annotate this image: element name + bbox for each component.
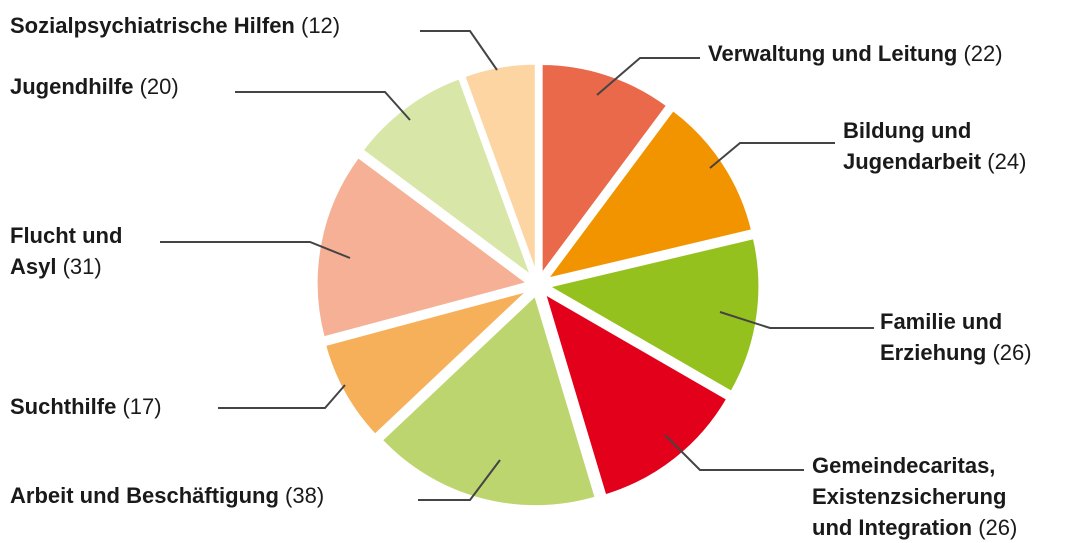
value-label: (24) <box>987 149 1027 174</box>
value-label: (31) <box>62 254 102 279</box>
pie-slice <box>461 61 538 276</box>
value-label: (26) <box>978 515 1018 540</box>
pie-slice <box>379 291 599 509</box>
category-name: Flucht und Asyl <box>10 223 123 279</box>
category-name: Bildung und Jugendarbeit <box>843 118 982 174</box>
value-label: (12) <box>301 13 341 38</box>
pie-slice <box>541 289 730 498</box>
slice-label: Sozialpsychiatrische Hilfen (12) <box>10 10 340 41</box>
leader-line <box>160 241 351 259</box>
leader-line <box>418 459 501 501</box>
pie-slice <box>539 62 670 281</box>
leader-line <box>596 57 700 96</box>
slice-label: Flucht und Asyl (31) <box>10 220 122 282</box>
slice-label: Bildung und Jugendarbeit (24) <box>843 115 1026 177</box>
leader-line <box>218 384 346 409</box>
slice-label: Familie und Erziehung (26) <box>880 306 1032 368</box>
slice-label: Jugendhilfe (20) <box>10 71 179 102</box>
leader-line <box>420 30 498 71</box>
pie-slice <box>359 75 536 282</box>
slice-label: Verwaltung und Leitung (22) <box>708 38 1003 69</box>
leader-line <box>664 434 804 471</box>
leader-line <box>235 91 411 121</box>
slice-label: Suchthilfe (17) <box>10 391 162 422</box>
category-name: Familie und Erziehung <box>880 309 1003 365</box>
category-name: Suchthilfe <box>10 394 117 419</box>
pie-slice <box>543 235 762 395</box>
value-label: (20) <box>139 74 179 99</box>
slice-label: Arbeit und Beschäftigung (38) <box>10 480 324 511</box>
slice-label: Gemeindecaritas, Existenzsicherung und I… <box>812 450 1017 543</box>
leader-line <box>709 142 835 169</box>
category-name: Arbeit und Beschäftigung <box>10 483 279 508</box>
category-name: Sozialpsychiatrische Hilfen <box>10 13 295 38</box>
value-label: (38) <box>285 483 325 508</box>
category-name: Gemeindecaritas, Existenzsicherung und I… <box>812 453 1007 540</box>
pie-slice <box>314 154 532 340</box>
category-name: Jugendhilfe <box>10 74 134 99</box>
leader-line <box>719 311 874 329</box>
pie-slice <box>322 288 531 438</box>
category-name: Verwaltung und Leitung <box>708 41 958 66</box>
pie-slice <box>542 107 755 282</box>
value-label: (22) <box>963 41 1003 66</box>
value-label: (26) <box>992 340 1032 365</box>
value-label: (17) <box>122 394 162 419</box>
